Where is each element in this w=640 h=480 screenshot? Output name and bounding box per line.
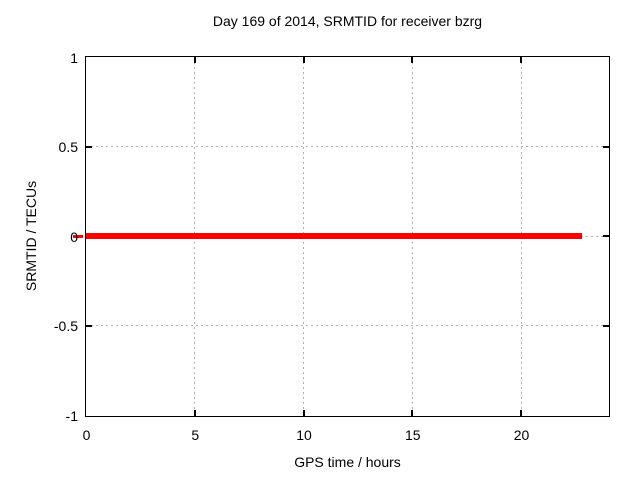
- y-tick-mark: [603, 324, 609, 327]
- y-tick-label: 1: [70, 49, 78, 66]
- gridline-horizontal: [86, 146, 609, 147]
- x-tick-mark: [411, 57, 414, 63]
- y-tick-label: -1: [65, 407, 78, 424]
- y-tick-mark: [603, 145, 609, 148]
- x-tick-label: 15: [404, 427, 421, 443]
- x-tick-mark: [193, 57, 196, 63]
- x-tick-mark: [411, 410, 414, 416]
- y-tick-mark: [86, 324, 92, 327]
- y-tick-label: 0: [70, 228, 78, 245]
- y-tick-mark: [86, 145, 92, 148]
- gridline-horizontal: [86, 325, 609, 326]
- x-tick-label: 5: [191, 427, 200, 443]
- x-tick-label: 0: [82, 427, 91, 443]
- x-tick-label: 10: [296, 427, 312, 443]
- x-axis-label: GPS time / hours: [294, 454, 401, 470]
- x-tick-mark: [520, 57, 522, 63]
- y-tick-mark: [603, 235, 609, 237]
- chart-title: Day 169 of 2014, SRMTID for receiver bzr…: [212, 13, 483, 29]
- x-tick-mark: [302, 410, 305, 416]
- y-tick-label: -0.5: [53, 318, 78, 334]
- x-tick-mark: [302, 57, 305, 63]
- series-srmtid-line: [86, 233, 582, 239]
- y-tick-label: 0.5: [58, 139, 78, 155]
- x-tick-mark: [520, 410, 522, 416]
- x-tick-mark: [193, 410, 196, 416]
- plot-area: [73, 56, 610, 417]
- x-tick-label: 20: [513, 427, 530, 443]
- series-start-cap-dash: [73, 234, 83, 238]
